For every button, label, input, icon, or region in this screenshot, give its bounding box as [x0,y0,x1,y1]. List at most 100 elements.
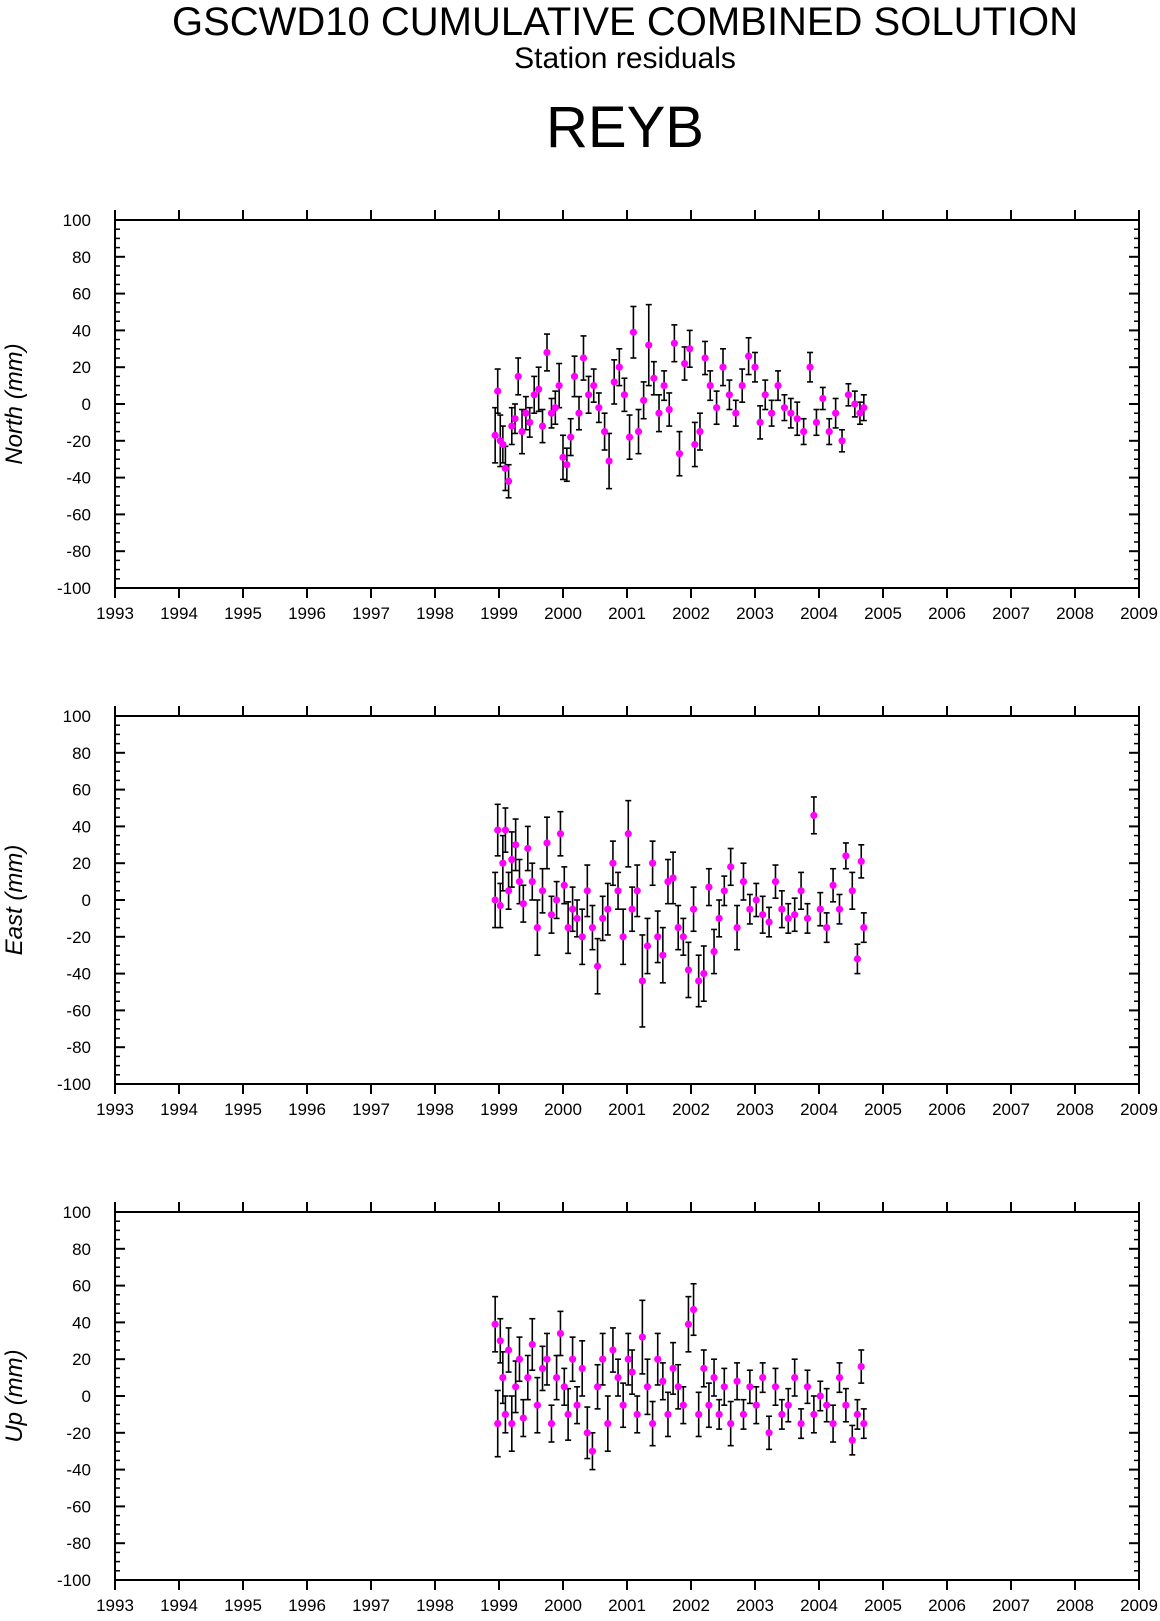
north-data-point [634,428,643,436]
east-data-point [689,905,698,913]
up-x-tick-label: 1995 [224,1596,262,1615]
east-x-tick-label: 2003 [736,1100,774,1119]
north-data-point [725,391,734,399]
up-x-tick-label: 2001 [608,1596,646,1615]
east-data-point [560,881,568,889]
east-data-point [649,859,657,867]
north-data-point [761,391,769,399]
north-x-tick-label: 2001 [608,604,646,623]
up-data-point [515,1355,524,1363]
east-data-point [599,914,607,923]
up-y-tick-label: -60 [66,1497,91,1516]
north-data-point [590,382,598,390]
east-x-tick-label: 1994 [160,1100,198,1119]
north-data-point [665,405,673,414]
east-plot-frame [114,715,1140,1085]
up-data-point [519,1414,527,1422]
east-data-point [857,857,865,865]
north-data-point [860,404,868,412]
up-data-point [628,1368,636,1376]
up-data-point [564,1410,572,1418]
east-data-point [543,839,551,847]
up-data-point [638,1333,646,1341]
up-data-point [553,1374,561,1382]
north-data-point [501,464,509,472]
east-x-tick-label: 2000 [544,1100,582,1119]
up-data-point [556,1329,565,1338]
north-x-tick-label: 1997 [352,604,390,623]
east-x-tick-label: 2008 [1056,1100,1094,1119]
north-data-point [738,382,746,390]
up-data-point [823,1401,831,1409]
north-x-tick-label: 2005 [864,604,902,623]
up-data-point [848,1436,856,1444]
east-data-point [710,947,718,956]
east-data-point [556,830,565,838]
up-data-point [643,1383,652,1391]
up-data-point [705,1401,713,1409]
north-y-tick-label: 20 [72,358,91,377]
up-data-point [588,1447,597,1455]
up-y-tick-label: -100 [57,1571,91,1590]
east-data-point [494,826,502,834]
up-data-point [491,1320,499,1328]
east-x-tick-label: 1993 [96,1100,134,1119]
up-data-point [569,1355,577,1363]
up-data-point [700,1364,708,1372]
north-data-point [494,387,502,395]
east-data-point [528,878,536,886]
north-data-point [526,418,534,426]
north-y-tick-label: 0 [82,395,91,414]
north-data-point [793,415,801,423]
north-data-point [518,428,526,436]
east-data-point [695,977,703,985]
up-x-tick-label: 1996 [288,1596,326,1615]
up-data-point [524,1374,532,1382]
north-data-point [838,437,846,445]
east-data-point [853,955,862,963]
north-data-point [706,382,714,390]
east-data-point [759,911,767,919]
up-data-point [695,1410,703,1418]
north-data-point [713,404,721,412]
up-plot-frame [114,1211,1140,1581]
up-data-point [674,1383,682,1391]
north-data-point [719,363,727,371]
east-data-point [524,844,532,853]
north-data-point [675,450,684,458]
east-data-point [654,933,662,941]
up-data-point [803,1383,812,1391]
up-y-tick-label: 0 [82,1387,91,1406]
up-y-tick-label: 40 [72,1313,91,1332]
north-x-tick-label: 2008 [1056,604,1094,623]
north-data-point [530,391,538,399]
up-data-point [609,1346,617,1354]
north-data-point [605,457,613,465]
east-data-point [674,924,682,932]
north-y-axis-label: North (mm) [1,343,28,464]
north-y-tick-label: -60 [66,505,91,524]
up-data-point [860,1420,868,1428]
up-y-axis-label: Up (mm) [1,1349,28,1442]
north-data-point [655,409,663,417]
north-x-tick-label: 1995 [224,604,262,623]
up-y-tick-label: -40 [66,1461,91,1480]
north-y-tick-label: -20 [66,432,91,451]
east-data-point [739,878,748,886]
up-data-point [784,1401,792,1409]
east-panel: 1993 1994 1995 1996 1997 1998 1999 2000 2001 2002… [1,706,1158,1119]
east-data-point [499,859,507,867]
north-y-tick-label: -40 [66,469,91,488]
east-data-point [573,914,581,923]
north-data-point [751,363,759,371]
up-x-tick-label: 1998 [416,1596,454,1615]
up-x-tick-label: 2006 [928,1596,966,1615]
north-data-point [745,352,753,360]
east-data-point [771,878,780,886]
station-name: REYB [546,95,704,160]
north-data-point [768,409,776,417]
north-data-point [499,440,507,449]
north-data-point [567,433,575,441]
up-x-tick-label: 2008 [1056,1596,1094,1615]
